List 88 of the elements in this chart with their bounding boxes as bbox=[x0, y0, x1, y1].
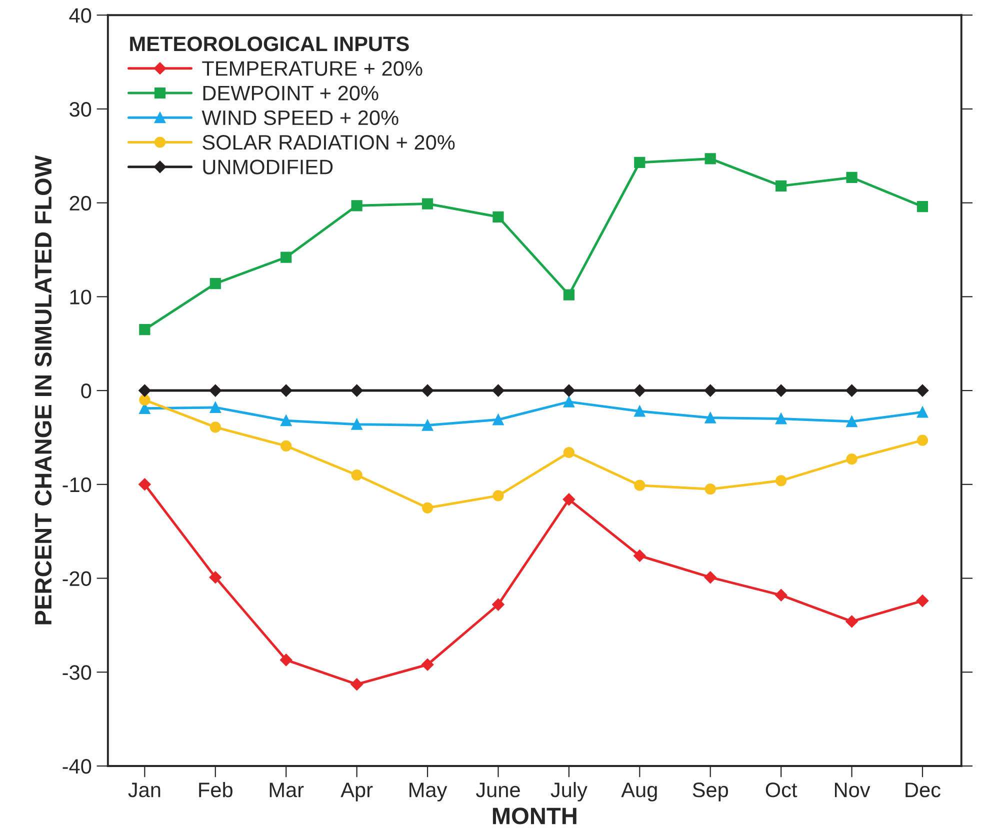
point bbox=[351, 418, 362, 430]
point bbox=[562, 384, 576, 397]
x-tick-label: June bbox=[476, 782, 520, 798]
legend-title: METEOROLOGICAL INPUTS bbox=[130, 36, 409, 52]
point bbox=[492, 490, 504, 502]
y-tick-label: 20 bbox=[70, 196, 92, 211]
point bbox=[704, 571, 716, 584]
point bbox=[916, 384, 929, 397]
x-tick-label: Aug bbox=[621, 782, 657, 802]
legend-label: DEWPOINT + 20% bbox=[203, 86, 378, 100]
point bbox=[634, 156, 646, 168]
point bbox=[774, 589, 788, 602]
x-tick-label: Sep bbox=[692, 782, 728, 802]
x-tick-label: Jan bbox=[128, 782, 160, 798]
point bbox=[563, 289, 574, 300]
point bbox=[634, 480, 646, 491]
point bbox=[280, 654, 292, 666]
x-axis-title: MONTH bbox=[492, 808, 576, 824]
point bbox=[846, 416, 858, 428]
x-tick-label: Apr bbox=[340, 782, 373, 802]
point bbox=[210, 422, 221, 433]
point bbox=[776, 180, 787, 192]
y-tick-label: -40 bbox=[62, 759, 92, 774]
point bbox=[916, 594, 929, 607]
y-tick-label: -30 bbox=[62, 665, 92, 680]
point bbox=[846, 172, 858, 184]
y-tick-label: -10 bbox=[62, 477, 92, 492]
point bbox=[421, 658, 434, 671]
point bbox=[280, 415, 292, 426]
y-tick-label: 0 bbox=[81, 384, 92, 398]
point bbox=[634, 384, 646, 397]
point bbox=[350, 678, 363, 690]
legend-label: UNMODIFIED bbox=[203, 160, 333, 174]
point bbox=[139, 324, 150, 336]
point bbox=[280, 384, 292, 397]
point bbox=[138, 478, 151, 491]
point bbox=[492, 598, 504, 611]
point bbox=[209, 384, 222, 397]
point bbox=[422, 198, 434, 210]
point bbox=[776, 475, 787, 486]
point bbox=[209, 571, 222, 584]
legend-label: WIND SPEED + 20% bbox=[202, 110, 398, 126]
y-tick-label: 10 bbox=[70, 290, 92, 304]
point bbox=[774, 384, 788, 397]
point bbox=[916, 406, 928, 418]
point bbox=[350, 384, 363, 397]
point bbox=[351, 469, 362, 481]
point bbox=[422, 502, 434, 514]
point bbox=[210, 402, 221, 414]
point bbox=[776, 413, 787, 424]
point bbox=[421, 384, 434, 397]
point bbox=[704, 153, 716, 164]
x-tick-label: May bbox=[410, 782, 448, 802]
point bbox=[139, 394, 150, 406]
point bbox=[492, 211, 504, 222]
point bbox=[492, 384, 504, 397]
x-tick-label: Nov bbox=[834, 782, 870, 798]
point bbox=[846, 384, 858, 397]
point bbox=[280, 252, 292, 263]
point bbox=[280, 440, 292, 452]
point bbox=[562, 493, 576, 506]
point bbox=[563, 396, 574, 408]
point bbox=[704, 412, 716, 424]
y-tick-label: -20 bbox=[62, 571, 92, 586]
point bbox=[351, 200, 362, 212]
point bbox=[916, 201, 928, 212]
point bbox=[634, 550, 646, 562]
x-tick-label: Mar bbox=[270, 782, 304, 798]
point bbox=[916, 434, 928, 446]
point bbox=[704, 384, 716, 397]
point bbox=[563, 446, 574, 458]
point bbox=[634, 406, 646, 417]
point bbox=[492, 414, 504, 426]
point bbox=[210, 278, 221, 290]
point bbox=[138, 384, 151, 397]
point bbox=[846, 615, 858, 628]
x-tick-label: Oct bbox=[766, 782, 798, 798]
y-axis-title: PERCENT CHANGE IN SIMULATED FLOW bbox=[34, 155, 52, 624]
legend-label: SOLAR RADIATION + 20% bbox=[202, 135, 455, 150]
legend-label: TEMPERATURE + 20% bbox=[202, 61, 422, 76]
x-tick-label: Feb bbox=[199, 782, 232, 798]
point bbox=[422, 420, 434, 431]
y-tick-label: 30 bbox=[70, 102, 92, 117]
point bbox=[846, 454, 858, 465]
y-tick-label: 40 bbox=[69, 8, 92, 23]
x-tick-label: July bbox=[550, 782, 588, 802]
x-tick-label: Dec bbox=[906, 782, 940, 798]
point bbox=[704, 484, 716, 495]
